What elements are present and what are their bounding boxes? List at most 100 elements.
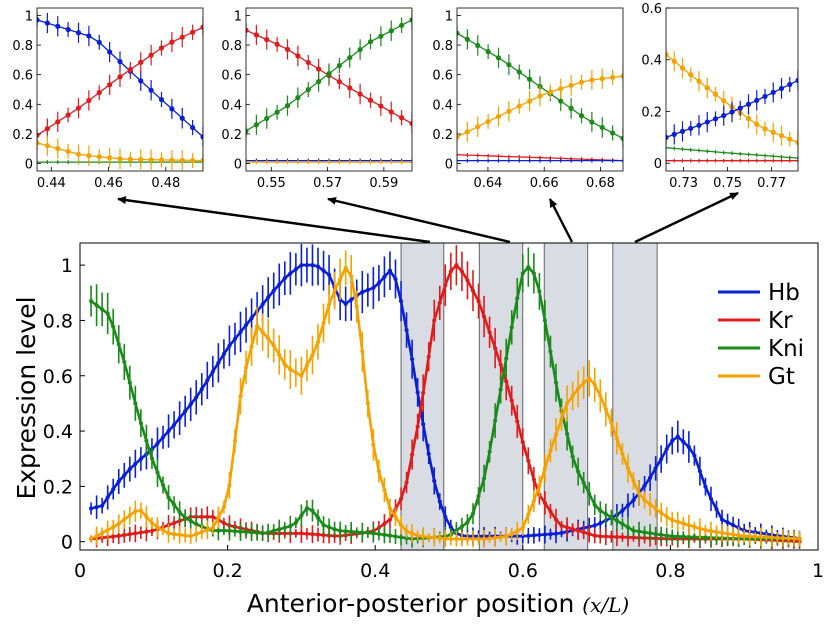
kni-data-point (603, 511, 608, 517)
gt-data-point (138, 508, 143, 513)
kr-data-point (465, 278, 470, 283)
hb-inset-point (169, 106, 175, 112)
gt-data-point (354, 304, 359, 309)
hb-data-point (598, 521, 603, 526)
hb-inset-point (704, 119, 710, 125)
gt-inset-point (495, 113, 502, 120)
inset-y-tick-label: 0.6 (221, 69, 242, 84)
gt-data-point (321, 321, 326, 326)
kni-data-point (387, 533, 393, 538)
kni-inset-point (558, 98, 564, 104)
gt-data-point (288, 367, 293, 372)
inset-pointer-arrows (117, 191, 739, 244)
gt-data-point (753, 534, 758, 539)
kni-data-point (625, 525, 631, 530)
gt-inset-point (138, 156, 144, 163)
gt-data-point (598, 393, 603, 398)
inset-y-tick-label: 0.2 (432, 128, 453, 143)
y-tick-label: 0.8 (43, 310, 73, 332)
kr-data-point (415, 424, 420, 429)
gt-data-point (603, 407, 608, 412)
x-tick-label: 0.2 (212, 560, 242, 582)
kni-data-point (349, 529, 354, 534)
inset-y-tick-label: 1 (234, 9, 242, 24)
kni-data-point (288, 524, 293, 529)
inset-background (246, 8, 412, 171)
gt-data-point (282, 362, 287, 367)
hb-data-point (393, 276, 398, 282)
kr-data-point (127, 532, 132, 537)
kni-data-point (470, 511, 476, 516)
hb-data-point (670, 438, 675, 443)
gt-data-point (747, 534, 752, 539)
hb-inset-point (770, 89, 776, 96)
kni-data-point (659, 532, 664, 537)
hb-data-point (642, 483, 647, 488)
gt-data-point (576, 386, 581, 391)
inset-1: 0.44 0.46 0.48 0 0.2 0.4 0.6 0.8 1 (12, 7, 204, 191)
gt-data-point (681, 521, 686, 526)
kni-inset-point (378, 33, 384, 39)
kni-inset-point (367, 39, 374, 45)
x-tick-label: 0 (74, 560, 86, 582)
kni-inset-curve (666, 147, 798, 159)
gt-data-point (149, 520, 155, 526)
inset-3: 0.64 0.66 0.68 0 0.2 0.4 0.6 0.8 1 (432, 7, 624, 191)
y-axis-label: Expression level (12, 296, 41, 499)
inset-y-tick-label: 0.6 (432, 69, 453, 84)
inset-y-tick-label: 0.6 (641, 2, 662, 17)
hb-inset-point (737, 105, 743, 111)
x-axis-label: Anterior-posterior position (x/L) (247, 589, 629, 618)
gt-data-point (382, 487, 387, 492)
kni-inset-point (527, 76, 533, 82)
kni-data-point (587, 491, 592, 496)
legend-label-hb: Hb (768, 280, 800, 306)
kr-data-point (304, 531, 310, 536)
gt-data-point (398, 523, 404, 528)
gt-data-point (564, 401, 570, 406)
gt-inset-point (688, 72, 694, 78)
inset-y-tick-label: 0.2 (641, 105, 662, 120)
gt-data-point (448, 536, 453, 542)
kr-data-point (520, 440, 525, 445)
hb-data-point (731, 523, 736, 528)
kr-inset-point (75, 105, 82, 111)
kni-data-point (636, 529, 642, 534)
gt-data-point (177, 532, 182, 537)
kr-data-point (470, 288, 476, 293)
hb-data-point (415, 390, 420, 395)
hb-data-point (664, 446, 669, 452)
hb-data-point (127, 467, 132, 472)
kr-data-point (111, 534, 116, 539)
kni-data-point (598, 508, 603, 513)
kni-inset-point (464, 36, 470, 42)
gt-data-point (111, 524, 116, 530)
kr-inset-point (65, 112, 71, 118)
gt-inset-point (795, 139, 798, 146)
gt-data-point (183, 533, 188, 538)
kr-data-point (221, 520, 227, 526)
hb-data-point (111, 487, 116, 492)
gt-data-point (243, 365, 249, 370)
kr-data-point (448, 269, 453, 274)
hb-data-point (365, 287, 370, 293)
kni-data-point (526, 265, 531, 270)
kni-inset-point (305, 87, 311, 93)
gt-data-point (587, 376, 592, 381)
kr-data-point (116, 533, 121, 538)
kni-data-point (570, 454, 575, 459)
gt-data-point (487, 536, 492, 541)
gt-data-point (581, 380, 586, 385)
hb-data-point (349, 297, 354, 302)
kr-data-point (559, 523, 564, 528)
kni-data-point (493, 418, 498, 423)
hb-data-point (293, 267, 298, 272)
kni-data-point (315, 515, 321, 520)
gt-data-point (614, 436, 619, 441)
kr-inset-point (158, 45, 165, 51)
gt-data-point (338, 277, 343, 282)
kni-inset-point (399, 22, 405, 28)
kni-data-point (648, 531, 653, 536)
kr-data-point (631, 535, 636, 540)
